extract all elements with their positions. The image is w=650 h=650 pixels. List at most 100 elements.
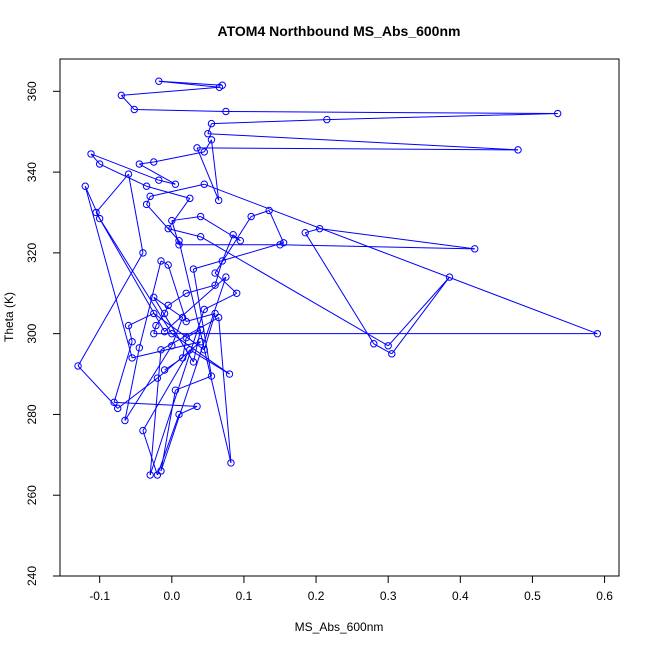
series-segment bbox=[200, 236, 389, 347]
series-segment bbox=[124, 345, 173, 421]
x-axis-label: MS_Abs_600nm bbox=[295, 620, 384, 634]
data-point bbox=[215, 83, 224, 91]
series-segment bbox=[99, 218, 173, 334]
series-segment bbox=[150, 183, 205, 197]
series-segment bbox=[117, 377, 158, 409]
series-segment bbox=[128, 313, 154, 327]
data-point bbox=[160, 366, 169, 374]
series-segment bbox=[171, 317, 184, 346]
series-segment bbox=[214, 272, 238, 294]
y-tick-label: 320 bbox=[25, 243, 39, 263]
series-segment bbox=[139, 163, 176, 185]
y-tick-label: 240 bbox=[25, 566, 39, 586]
series-segment bbox=[232, 234, 241, 242]
series-segment bbox=[95, 173, 129, 213]
data-point bbox=[150, 158, 158, 166]
series-points bbox=[74, 77, 602, 479]
data-point bbox=[164, 224, 172, 233]
x-tick-label: 0.1 bbox=[236, 589, 253, 603]
data-point bbox=[471, 245, 479, 253]
data-point bbox=[168, 342, 176, 350]
data-point bbox=[150, 293, 158, 302]
series-segment bbox=[153, 151, 205, 163]
data-point bbox=[121, 416, 129, 425]
data-point bbox=[142, 182, 151, 190]
series-segment bbox=[218, 317, 232, 463]
data-point bbox=[168, 216, 176, 225]
series-segment bbox=[203, 313, 216, 350]
data-point bbox=[247, 212, 255, 221]
series-segment bbox=[153, 325, 157, 334]
series-segment bbox=[167, 264, 187, 322]
data-point bbox=[128, 354, 136, 362]
series-segment bbox=[391, 276, 450, 355]
data-point bbox=[514, 146, 522, 154]
data-point bbox=[229, 230, 237, 239]
data-point bbox=[214, 313, 223, 322]
data-point bbox=[186, 346, 194, 354]
series-segment bbox=[160, 276, 227, 472]
data-point bbox=[211, 281, 219, 289]
series-segment bbox=[197, 147, 519, 151]
data-point bbox=[153, 471, 162, 479]
series-segment bbox=[124, 347, 140, 421]
data-point bbox=[152, 321, 160, 330]
series-segment bbox=[211, 119, 327, 125]
chart-title: ATOM4 Northbound MS_Abs_600nm bbox=[218, 23, 461, 39]
data-point bbox=[200, 305, 208, 314]
data-point bbox=[211, 269, 219, 277]
data-point bbox=[189, 358, 198, 366]
x-axis: -0.1 0.0 0.1 0.2 0.3 0.4 0.5 0.6 bbox=[89, 576, 613, 603]
series-segment bbox=[304, 232, 375, 345]
data-point bbox=[315, 224, 324, 233]
data-point bbox=[160, 327, 169, 336]
x-tick-label: 0.0 bbox=[163, 589, 180, 603]
series-segment bbox=[186, 312, 216, 323]
data-point bbox=[182, 289, 190, 297]
data-point bbox=[323, 115, 331, 124]
series-segment bbox=[142, 349, 191, 431]
data-point bbox=[222, 107, 230, 116]
data-point bbox=[196, 338, 205, 346]
data-point bbox=[200, 148, 208, 156]
data-point bbox=[130, 105, 138, 114]
series-segment bbox=[171, 333, 230, 375]
data-point bbox=[150, 329, 158, 338]
data-point bbox=[81, 182, 89, 190]
data-point bbox=[95, 214, 104, 223]
series-segment bbox=[142, 430, 158, 476]
x-tick-label: 0.2 bbox=[308, 589, 325, 603]
data-point bbox=[114, 404, 122, 413]
y-axis: 240 260 280 300 320 340 360 bbox=[25, 81, 60, 586]
data-point bbox=[445, 273, 454, 281]
series-segment bbox=[196, 147, 220, 201]
data-point bbox=[150, 309, 158, 318]
data-point bbox=[155, 77, 163, 85]
data-point bbox=[171, 180, 180, 188]
data-point bbox=[276, 241, 284, 249]
series-segment bbox=[319, 228, 475, 250]
y-tick-label: 340 bbox=[25, 162, 39, 182]
series-segment bbox=[90, 153, 159, 181]
data-point bbox=[95, 160, 104, 168]
series-segment bbox=[160, 260, 169, 266]
data-point bbox=[196, 325, 205, 334]
series-segment bbox=[387, 276, 450, 347]
series-segment bbox=[210, 139, 220, 201]
x-tick-label: 0.4 bbox=[452, 589, 469, 603]
data-point bbox=[384, 342, 392, 350]
series-segment bbox=[200, 216, 241, 242]
series-segment bbox=[149, 309, 205, 476]
series-segment bbox=[192, 268, 212, 377]
data-point bbox=[207, 136, 216, 144]
data-point bbox=[370, 340, 378, 348]
data-point bbox=[171, 386, 180, 394]
x-tick-label: -0.1 bbox=[89, 589, 110, 603]
plot-frame bbox=[59, 58, 620, 577]
series-segment bbox=[171, 220, 180, 245]
series-segment bbox=[146, 196, 151, 205]
series-segment bbox=[90, 153, 101, 165]
data-point bbox=[207, 372, 216, 380]
data-point bbox=[200, 346, 208, 354]
